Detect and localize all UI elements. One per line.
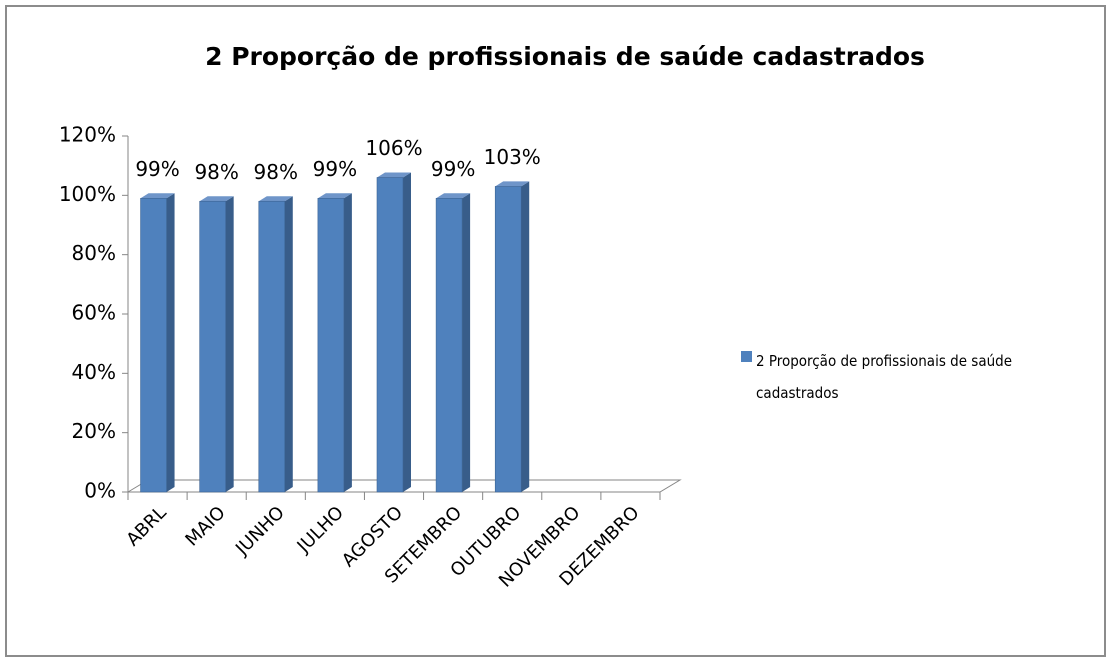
- bar-side: [403, 172, 411, 493]
- data-label: 99%: [431, 157, 475, 181]
- bar: [317, 198, 345, 493]
- y-tick-label: 100%: [59, 182, 116, 206]
- bar-top: [436, 193, 471, 199]
- y-tick-label: 120%: [59, 123, 116, 147]
- bar: [199, 200, 226, 493]
- bar-side: [166, 193, 175, 493]
- data-label: 106%: [365, 136, 422, 160]
- bar-top: [317, 193, 352, 199]
- bar-top: [199, 196, 234, 202]
- data-label: 98%: [254, 160, 298, 184]
- y-tick-label: 40%: [72, 360, 116, 384]
- bar-side: [462, 193, 471, 493]
- data-label: 99%: [313, 157, 357, 181]
- bar-top: [495, 181, 530, 187]
- data-label: 103%: [484, 145, 541, 169]
- bar: [258, 200, 286, 493]
- data-label: 99%: [135, 157, 179, 181]
- legend-swatch: [741, 351, 752, 362]
- chart-frame: [5, 5, 1106, 657]
- bar: [376, 177, 404, 493]
- data-label: 98%: [194, 160, 238, 184]
- bar-top: [140, 193, 175, 199]
- bar: [435, 198, 463, 493]
- bar-side: [521, 181, 530, 492]
- chart-title: 2 Proporção de profissionais de saúde ca…: [205, 42, 925, 71]
- y-tick-label: 0%: [84, 479, 116, 503]
- bar-side: [343, 193, 352, 493]
- bar-top: [377, 172, 411, 178]
- bar: [494, 186, 522, 493]
- legend-label: 2 Proporção de profissionais de saúde ca…: [756, 352, 1013, 402]
- bar-top: [258, 196, 293, 202]
- y-tick-label: 80%: [72, 241, 116, 265]
- bar-side: [284, 196, 293, 492]
- bar: [140, 198, 167, 493]
- y-tick-label: 60%: [72, 301, 116, 325]
- bar-side: [225, 196, 234, 492]
- y-tick-label: 20%: [72, 419, 116, 443]
